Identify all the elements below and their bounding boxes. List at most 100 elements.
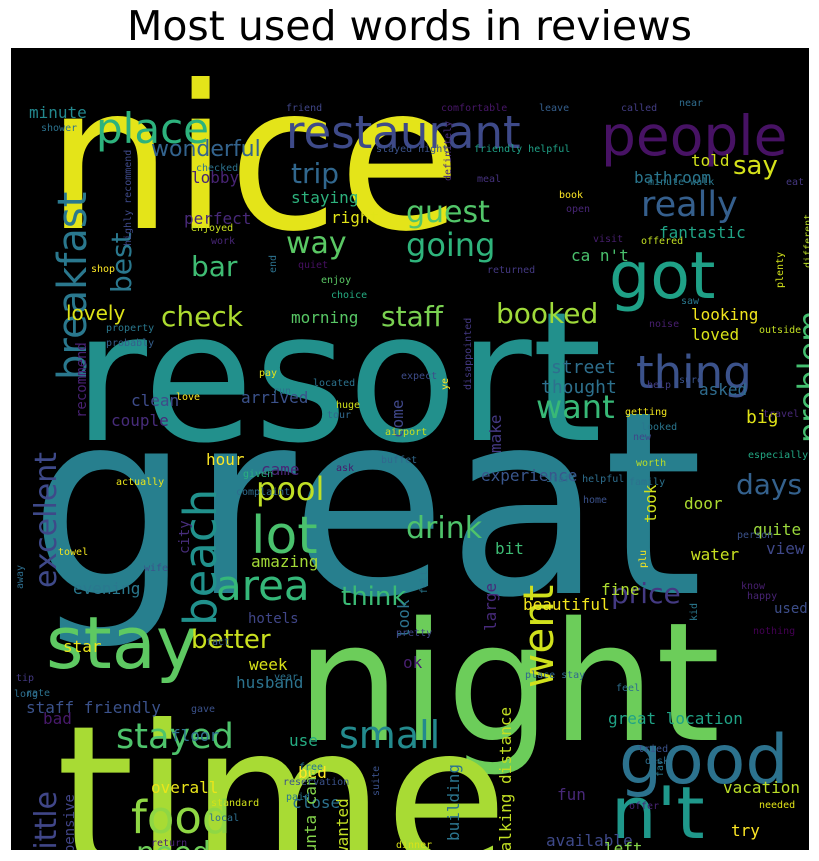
word-better: better [191, 625, 271, 655]
word-days: days [736, 468, 802, 501]
word-staying: staying [291, 188, 358, 207]
word-tip: tip [16, 673, 34, 684]
word-away: away [15, 565, 26, 589]
word-leave: leave [539, 103, 569, 114]
word-felt: felt [419, 570, 430, 594]
word-bed: bed [298, 763, 327, 782]
word-trip: trip [291, 157, 339, 190]
word-buffet: buffet [381, 455, 417, 466]
word-area: area [216, 561, 310, 610]
word-return: return [151, 838, 187, 849]
word-fantastic: fantastic [659, 223, 746, 242]
word-fine: fine [601, 580, 640, 599]
word-different: different [803, 214, 809, 268]
word-perfect: perfect [184, 209, 251, 228]
word-friend: friend [286, 103, 322, 114]
word-home: home [583, 495, 607, 506]
word-friendly-helpful: friendly helpful [474, 144, 570, 155]
word-end: end [268, 255, 279, 273]
word-small: small [339, 713, 440, 757]
word-try: try [731, 821, 760, 840]
word-staff-helpful: staff helpful [546, 474, 624, 485]
word-especially: especially [748, 450, 808, 461]
word-great-location: great location [608, 709, 743, 728]
word-suite: suite [371, 766, 382, 796]
word-checked: checked [196, 163, 238, 174]
word-think: think [341, 582, 406, 612]
word-ask: ask [336, 463, 354, 474]
word-couple: couple [111, 411, 169, 430]
word-getting: getting [625, 407, 667, 418]
word-desk: desk [645, 756, 669, 767]
word-offered: offered [641, 236, 683, 247]
word-quite: quite [753, 520, 801, 539]
word-pretty: pretty [396, 628, 432, 639]
word-street: street [551, 357, 616, 378]
word-hotels: hotels [248, 611, 299, 627]
word-near: near [679, 98, 703, 109]
word-happy: happy [747, 591, 777, 602]
word-quiet: quiet [298, 260, 328, 271]
word-fun: fun [557, 785, 586, 804]
word-eat: eat [786, 177, 804, 188]
word-n-t: n't [611, 771, 705, 850]
word-person: person [737, 530, 773, 541]
word-plenty: plenty [775, 252, 786, 288]
word-stayed-night: stayed night [376, 144, 448, 155]
word-make: make [486, 414, 505, 453]
word-price: price [611, 577, 681, 610]
word-complaint: complaint [236, 487, 290, 498]
word-definitely: definitely [443, 121, 454, 181]
word-offer: offer [629, 801, 659, 812]
word-disappointed: disappointed [463, 318, 474, 390]
word-expensive: expensive [62, 794, 78, 850]
word-stay: stay [46, 601, 198, 685]
word-booked: booked [496, 297, 598, 330]
word-noise: noise [649, 319, 679, 330]
word-family: family [629, 477, 665, 488]
word-good: good [619, 721, 789, 800]
word-large: large [481, 583, 500, 631]
word-love: love [176, 392, 200, 403]
word-going: going [406, 226, 495, 264]
word-close: close [292, 793, 340, 812]
word-property: property [106, 323, 154, 334]
word-thought: thought [541, 377, 617, 398]
word-went: went [514, 585, 563, 688]
word-run: run [273, 386, 291, 397]
word-nice: nice [46, 48, 461, 276]
word-guest: guest [406, 195, 490, 230]
word-shower: shower [41, 123, 77, 134]
word-stayed: stayed [116, 717, 234, 757]
word-lovely: lovely [66, 301, 125, 325]
word-dinner: dinner [396, 840, 432, 850]
word-choice: choice [331, 290, 367, 301]
word-resort: resort [73, 274, 602, 483]
word-looked: looked [641, 422, 677, 433]
word-morning: morning [291, 308, 358, 327]
word-great: great [29, 357, 703, 654]
word-fact: fact [206, 637, 230, 648]
word-night: night [296, 587, 720, 779]
word-check: check [161, 300, 244, 333]
word-use: use [289, 731, 318, 750]
word-comfortable: comfortable [441, 103, 507, 114]
word-punta-cana: punta cana [301, 767, 320, 850]
word-beach: beach [174, 489, 227, 626]
word-long: long [14, 689, 38, 700]
word-really: really [641, 185, 738, 225]
word-minute: minute [29, 103, 87, 122]
word-city: city [177, 520, 193, 554]
word-worth: worth [636, 458, 666, 469]
word-place: place [96, 104, 209, 153]
word-place-stay: place stay [525, 670, 585, 681]
word-star: star [63, 637, 102, 656]
word-bar: bar [191, 250, 238, 283]
word-enjoy: enjoy [321, 275, 351, 286]
word-people: people [601, 104, 787, 168]
word-new: new [633, 432, 652, 443]
word-actually: actually [116, 477, 164, 488]
word-bit: bit [495, 539, 524, 558]
word-beautiful: beautiful [523, 595, 610, 614]
